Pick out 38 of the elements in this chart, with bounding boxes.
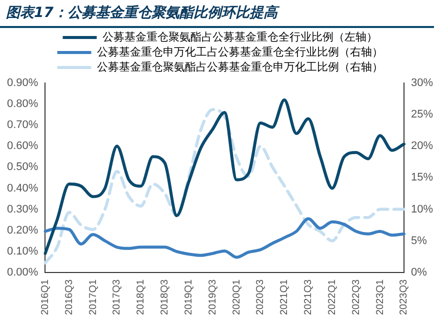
y2-tick-label: 25%	[410, 108, 434, 121]
x-tick-label: 2021Q3	[303, 278, 314, 316]
x-tick-label: 2021Q1	[279, 278, 290, 316]
x-tick-label: 2018Q3	[160, 278, 171, 316]
x-tick-label: 2020Q3	[255, 278, 266, 316]
x-tick-label: 2017Q3	[112, 278, 123, 316]
y2-tick-label: 10%	[410, 203, 434, 216]
y2-tick-label: 30%	[410, 77, 434, 90]
y-tick-label: 0.80%	[6, 98, 38, 110]
x-tick-label: 2018Q1	[136, 278, 147, 316]
legend-label: 公募基金重仓聚氨酯占公募基金重仓全行业比例（左轴）	[102, 30, 378, 44]
x-tick-label: 2016Q1	[40, 278, 51, 316]
y2-tick-label: 20%	[410, 140, 434, 152]
x-tick-label: 2022Q3	[350, 278, 362, 316]
y-tick-label: 0.10%	[6, 245, 38, 258]
x-tick-label: 2023Q3	[398, 278, 410, 316]
y2-tick-label: 5%	[410, 234, 428, 247]
y-tick-label: 0.70%	[6, 119, 38, 132]
y-tick-label: 0.40%	[6, 182, 38, 194]
x-tick-label: 2020Q1	[231, 278, 242, 316]
y-tick-label: 0.00%	[6, 266, 38, 278]
legend-label: 公募基金重仓申万化工占公募基金重仓全行业比例（右轴）	[96, 45, 383, 58]
x-tick-label: 2019Q1	[183, 278, 194, 316]
y2-tick-label: 0%	[410, 266, 428, 278]
chart-title: 图表17：公募基金重仓聚氨酯比例环比提高	[0, 0, 434, 28]
x-tick-label: 2019Q3	[207, 278, 218, 316]
line-series	[44, 217, 406, 259]
x-tick-label: 2022Q1	[326, 278, 338, 316]
y-tick-label: 0.90%	[6, 77, 38, 90]
x-tick-label: 2017Q1	[88, 278, 99, 316]
legend-label: 公募基金重仓聚氨酯占公募基金重仓申万化工比例（右轴）	[96, 60, 383, 74]
y-tick-label: 0.60%	[6, 140, 38, 152]
y-tick-label: 0.20%	[6, 224, 38, 236]
y-tick-label: 0.30%	[6, 203, 38, 216]
x-tick-label: 2023Q1	[374, 278, 386, 316]
x-tick-label: 2016Q3	[64, 278, 75, 316]
y-tick-label: 0.50%	[6, 161, 38, 174]
y2-tick-label: 15%	[410, 172, 434, 184]
